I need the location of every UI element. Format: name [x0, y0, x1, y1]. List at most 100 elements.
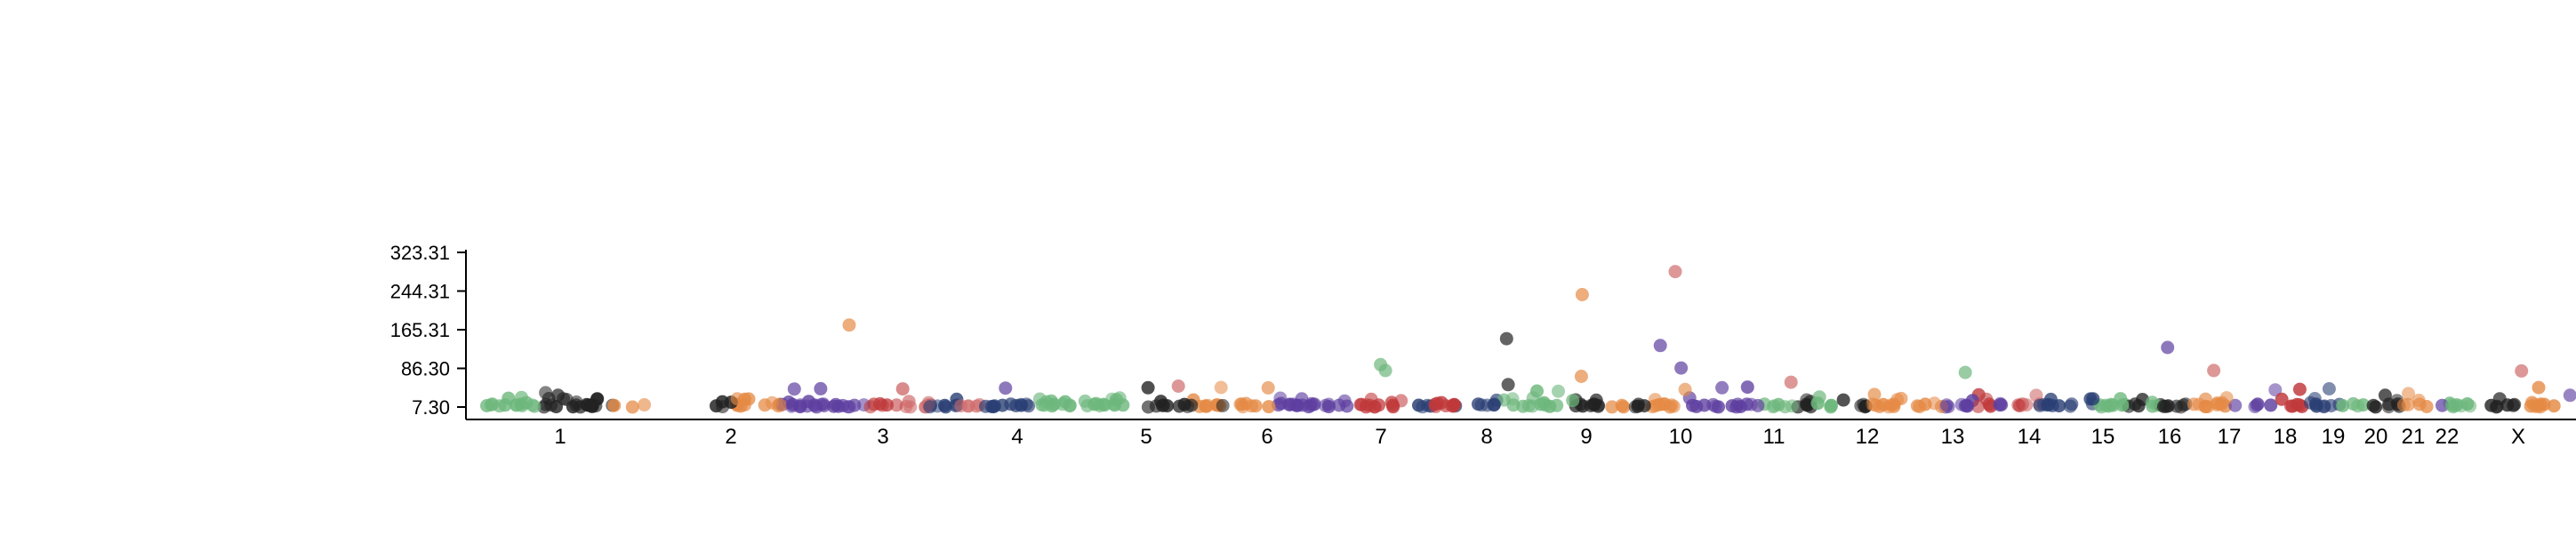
data-point	[2515, 363, 2529, 378]
data-point	[765, 395, 779, 410]
data-point	[1939, 398, 1954, 412]
data-point	[2547, 399, 2561, 413]
data-point	[2145, 395, 2159, 410]
data-point	[1740, 380, 1754, 395]
data-point	[1171, 379, 1185, 393]
data-point	[1273, 391, 1288, 405]
data-point	[1678, 382, 1692, 396]
data-point	[638, 398, 652, 411]
data-point	[1160, 399, 1175, 413]
data-point	[1605, 400, 1619, 414]
data-point	[2101, 399, 2115, 413]
y-tick-label: 244.31	[390, 280, 450, 302]
data-point	[2402, 387, 2415, 401]
data-point	[1706, 397, 1721, 411]
data-point	[1575, 288, 1589, 301]
data-point	[1824, 400, 1838, 414]
x-tick-label: 4	[1011, 425, 1023, 449]
data-point	[1530, 384, 1544, 398]
data-point	[1994, 398, 2009, 411]
data-point	[2446, 400, 2460, 414]
data-point	[1589, 393, 1603, 407]
data-point	[1910, 399, 1924, 413]
data-point	[1080, 399, 1095, 413]
data-point	[550, 400, 563, 414]
x-tick-label: 12	[1856, 425, 1880, 449]
data-point	[1141, 400, 1155, 414]
data-point	[1141, 380, 1155, 395]
x-tick-label: 20	[2364, 425, 2388, 449]
data-point	[1674, 361, 1689, 375]
data-point	[539, 386, 553, 400]
data-point	[1739, 397, 1753, 411]
data-point	[2219, 391, 2234, 405]
data-point	[1868, 398, 1882, 412]
data-point	[1499, 331, 1513, 346]
data-point	[2159, 400, 2173, 413]
data-point	[1766, 400, 1780, 414]
data-point	[2492, 392, 2507, 406]
data-point	[1214, 380, 1228, 395]
x-tick-label: 18	[2274, 425, 2298, 449]
data-point	[1784, 375, 1798, 389]
data-point	[2250, 398, 2264, 412]
data-points	[480, 265, 2576, 414]
data-point	[2336, 398, 2350, 412]
data-point	[1785, 399, 1799, 413]
data-point	[1854, 399, 1868, 412]
data-point	[730, 392, 744, 406]
data-point	[1960, 398, 1974, 412]
data-point	[607, 398, 622, 412]
data-point	[1751, 398, 1765, 412]
x-tick-label: 16	[2158, 425, 2182, 449]
data-point	[1374, 357, 1388, 371]
data-point	[498, 398, 512, 412]
x-tick-label: 14	[2018, 425, 2042, 449]
data-point	[938, 398, 951, 412]
y-tick-label: 165.31	[390, 319, 450, 341]
x-tick-label: 13	[1941, 425, 1965, 449]
data-point	[1022, 399, 1036, 413]
data-point	[537, 400, 551, 414]
data-point	[1487, 398, 1501, 412]
data-point	[923, 400, 937, 414]
data-point	[1044, 394, 1058, 408]
x-tick-label: 1	[554, 425, 566, 449]
data-point	[2285, 399, 2299, 413]
data-point	[1649, 399, 1663, 412]
x-tick-label: 11	[1763, 425, 1786, 449]
data-point	[1384, 395, 1399, 410]
x-tick-label: 17	[2218, 425, 2242, 449]
data-point	[903, 400, 918, 414]
data-point	[2086, 392, 2100, 406]
data-point	[2411, 394, 2426, 407]
data-point	[889, 398, 903, 412]
data-point	[710, 399, 723, 413]
data-point	[1200, 398, 1215, 412]
data-point	[2170, 399, 2184, 413]
data-point	[2228, 398, 2243, 412]
x-tick-label: 5	[1140, 425, 1152, 449]
data-point	[999, 381, 1013, 395]
x-tick-label: 22	[2436, 425, 2460, 449]
data-point	[1958, 365, 1972, 379]
data-point	[815, 397, 828, 411]
data-point	[1668, 265, 1682, 279]
data-point	[1800, 393, 1814, 407]
data-point	[1505, 392, 1520, 406]
data-point	[2033, 398, 2047, 412]
data-point	[1653, 339, 1667, 353]
data-point	[1715, 380, 1729, 395]
data-point	[842, 318, 856, 332]
data-point	[995, 398, 1009, 412]
data-point	[2292, 382, 2307, 396]
data-point	[1836, 393, 1850, 407]
x-tick-label: 8	[1481, 425, 1492, 449]
x-tick-label: 9	[1580, 425, 1592, 449]
data-point	[1055, 397, 1070, 411]
data-point	[1550, 398, 1564, 412]
y-tick-label: 7.30	[412, 396, 450, 419]
data-point	[742, 392, 756, 406]
x-tick-label: 15	[2091, 425, 2115, 449]
